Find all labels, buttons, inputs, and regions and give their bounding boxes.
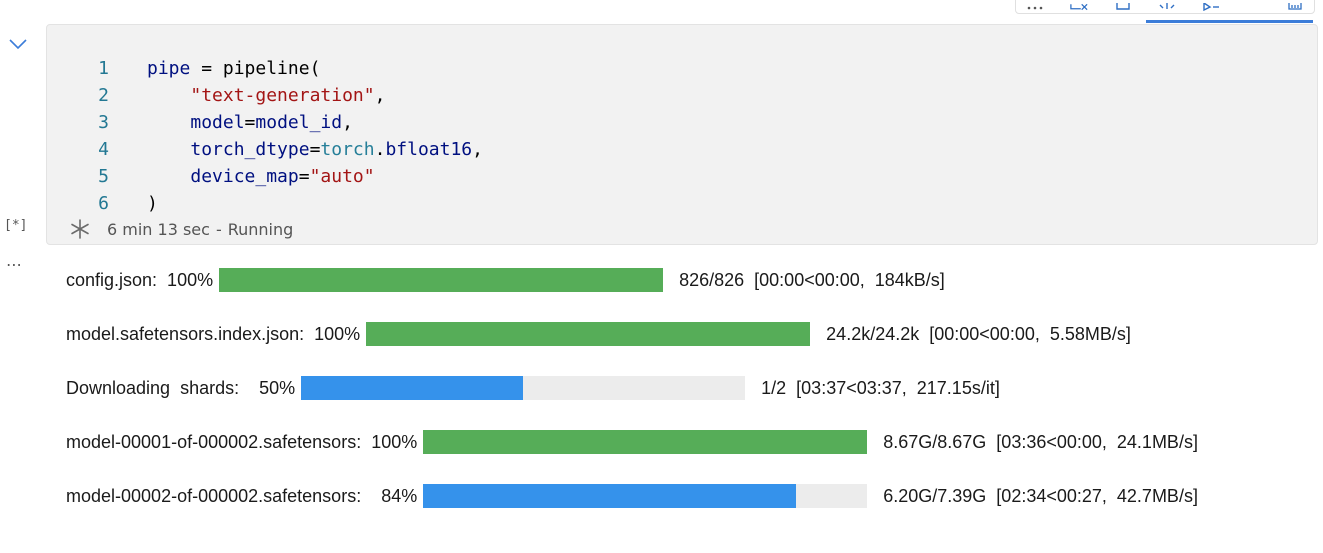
status-separator: - <box>215 219 222 239</box>
line-number: 3 <box>98 112 109 133</box>
code-line[interactable]: 6) <box>47 190 483 217</box>
code-token: , <box>472 139 483 160</box>
code-token: = <box>298 166 310 187</box>
progress-bar <box>366 322 811 346</box>
code-line[interactable]: 5 device_map="auto" <box>47 163 483 190</box>
code-line[interactable]: 4 torch_dtype=torch.bfloat16, <box>47 136 483 163</box>
code-token: bfloat16 <box>385 139 473 160</box>
line-number: 1 <box>98 58 109 79</box>
split-cell-icon[interactable] <box>1114 0 1132 11</box>
line-number: 2 <box>98 85 109 106</box>
code-token: device_map <box>190 166 299 187</box>
cell-toolbar <box>1015 0 1315 14</box>
code-token <box>147 166 190 187</box>
code-token: "text-generation" <box>190 85 375 106</box>
code-line[interactable]: 1 pipe = pipeline( <box>47 55 483 82</box>
code-token: ) <box>147 193 158 214</box>
progress-row: Downloading shards: 50% 1/2 [03:37<03:37,… <box>66 376 1000 400</box>
code-token: ( <box>309 58 321 79</box>
run-by-line-icon[interactable] <box>1202 0 1220 11</box>
progress-info: 8.67G/8.67G [03:36<00:00, 24.1MB/s] <box>883 431 1198 452</box>
line-number: 5 <box>98 166 109 187</box>
code-token <box>147 85 190 106</box>
progress-bar <box>219 268 664 292</box>
progress-bar-fill <box>423 430 868 454</box>
more-actions-icon[interactable] <box>1026 0 1044 11</box>
code-token: pipeline <box>222 58 310 79</box>
progress-bar <box>301 376 746 400</box>
progress-label: model-00001-of-000002.safetensors: 100% <box>66 431 418 452</box>
progress-bar-fill <box>219 268 664 292</box>
progress-info: 6.20G/7.39G [02:34<00:27, 42.7MB/s] <box>883 485 1198 506</box>
code-token: torch_dtype <box>190 139 310 160</box>
progress-label: model-00002-of-000002.safetensors: 84% <box>66 485 418 506</box>
code-text[interactable]: pipe = pipeline( <box>147 55 320 82</box>
code-token: model <box>190 112 245 133</box>
progress-label: config.json: 100% <box>66 269 214 290</box>
code-line[interactable]: 3 model=model_id, <box>47 109 483 136</box>
output-more-actions-icon[interactable]: ⋯ <box>6 255 23 274</box>
code-token: = <box>244 112 256 133</box>
code-token: model_id <box>255 112 343 133</box>
code-token: = <box>190 58 223 79</box>
running-spinner-icon <box>69 218 91 240</box>
debug-cell-icon[interactable] <box>1158 0 1176 11</box>
code-token: "auto" <box>309 166 375 187</box>
code-token: torch <box>320 139 375 160</box>
code-token: , <box>374 85 386 106</box>
code-token: . <box>374 139 386 160</box>
progress-row: model-00002-of-000002.safetensors: 84% 6.… <box>66 484 1198 508</box>
cell-status-bar: 6 min 13 sec - Running <box>69 218 293 240</box>
progress-row: model.safetensors.index.json: 100% 24.2k/… <box>66 322 1131 346</box>
progress-label: Downloading shards: 50% <box>66 377 296 398</box>
progress-bar <box>423 430 868 454</box>
line-number: 6 <box>98 193 109 214</box>
progress-bar-fill <box>423 484 797 508</box>
progress-bar <box>423 484 868 508</box>
code-text[interactable]: model=model_id, <box>147 109 353 136</box>
code-token: pipe <box>147 58 191 79</box>
collapse-cell-chevron-icon[interactable] <box>8 36 28 50</box>
progress-row: model-00001-of-000002.safetensors: 100% 8… <box>66 430 1198 454</box>
progress-label: model.safetensors.index.json: 100% <box>66 323 361 344</box>
code-token <box>147 112 190 133</box>
progress-bar-fill <box>301 376 524 400</box>
code-token <box>147 139 190 160</box>
clear-output-icon[interactable] <box>1070 0 1088 11</box>
code-text[interactable]: device_map="auto" <box>147 163 375 190</box>
code-text[interactable]: torch_dtype=torch.bfloat16, <box>147 136 483 163</box>
progress-row: config.json: 100% 826/826 [00:00<00:00, 1… <box>66 268 945 292</box>
code-cell-editor[interactable]: 1 pipe = pipeline(2 "text-generation", 3 m… <box>46 24 1318 245</box>
code-line[interactable]: 2 "text-generation", <box>47 82 483 109</box>
run-state: Running <box>227 219 294 239</box>
code-token: , <box>342 112 353 133</box>
progress-bar-fill <box>366 322 811 346</box>
progress-info: 1/2 [03:37<03:37, 217.15s/it] <box>761 377 1000 398</box>
execution-count: [*] <box>4 218 28 233</box>
progress-info: 24.2k/24.2k [00:00<00:00, 5.58MB/s] <box>826 323 1131 344</box>
delete-cell-icon[interactable] <box>1286 0 1304 11</box>
code-text[interactable]: "text-generation", <box>147 82 385 109</box>
line-number: 4 <box>98 139 109 160</box>
code-text[interactable]: ) <box>147 190 158 217</box>
elapsed-time: 6 min 13 sec <box>107 219 210 239</box>
code-token: = <box>309 139 321 160</box>
cell-focus-indicator <box>1146 20 1313 23</box>
progress-info: 826/826 [00:00<00:00, 184kB/s] <box>679 269 945 290</box>
code-lines[interactable]: 1 pipe = pipeline(2 "text-generation", 3 m… <box>47 55 483 217</box>
